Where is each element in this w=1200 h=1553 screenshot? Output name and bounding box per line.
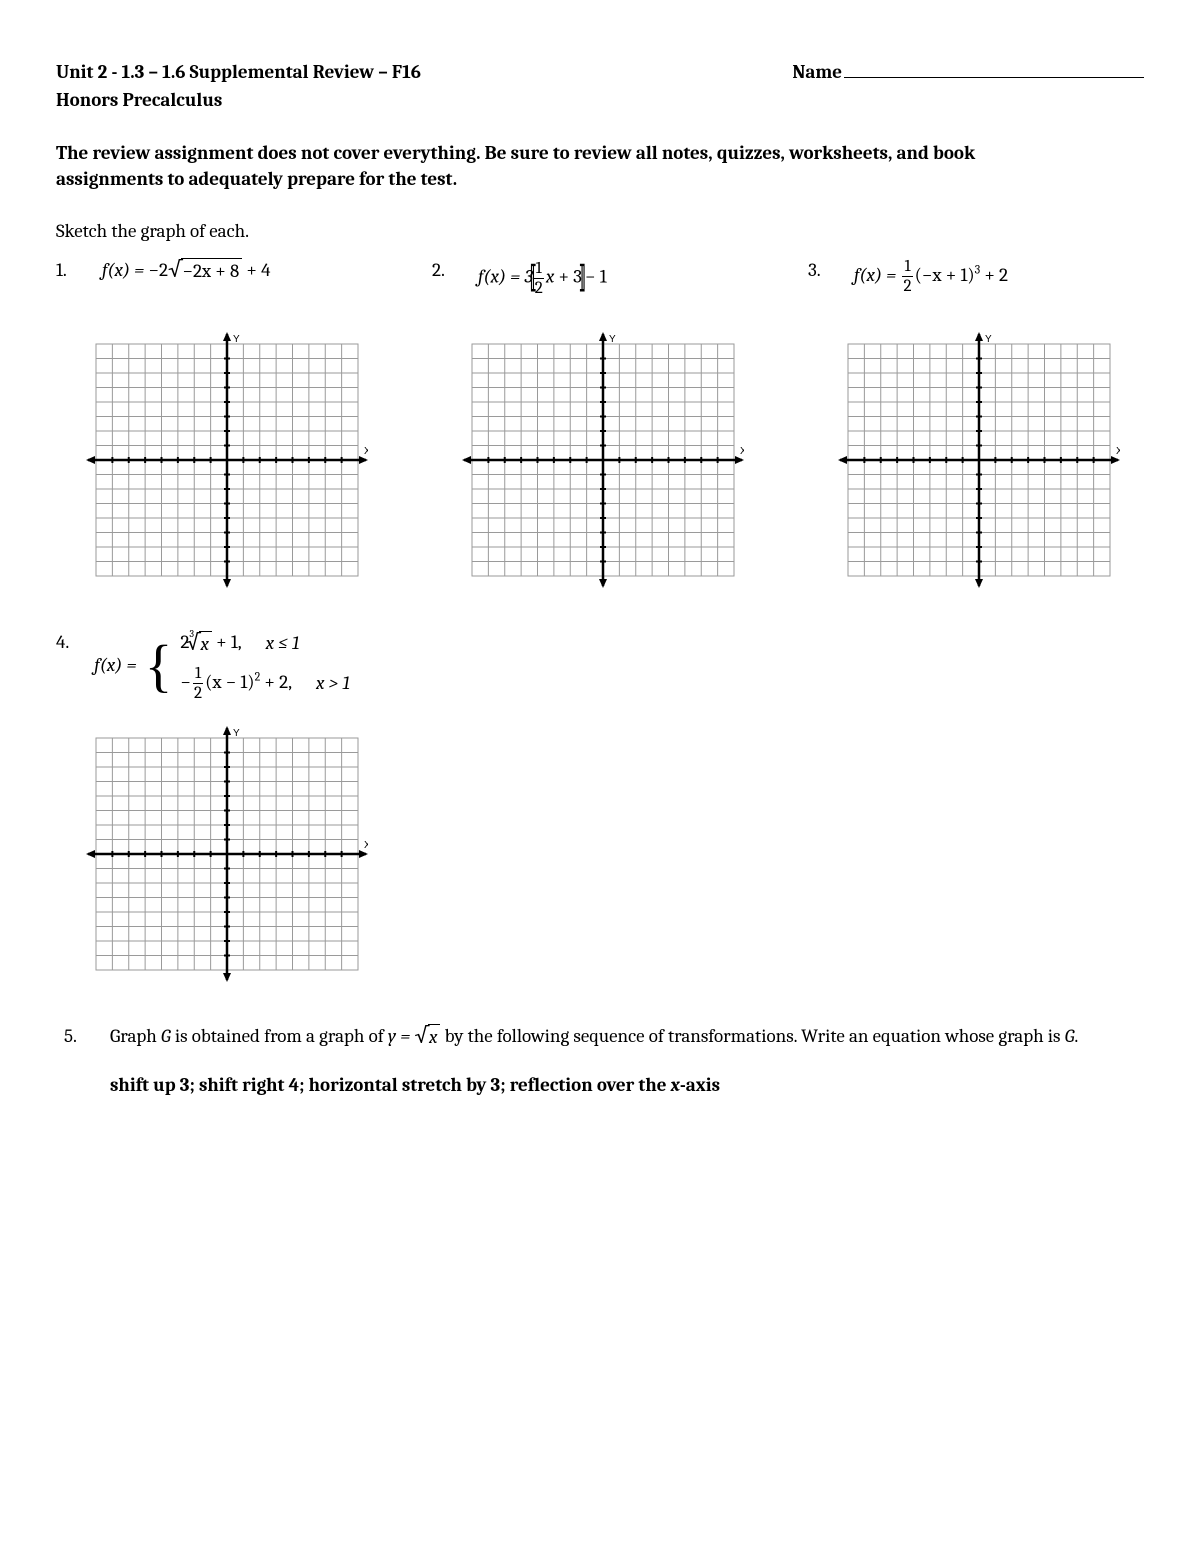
problem-number: 1. — [56, 258, 84, 284]
name-label: Name — [792, 60, 842, 86]
problem-number: 4. — [56, 630, 76, 656]
svg-text:Y: Y — [233, 728, 240, 739]
svg-text:Y: Y — [233, 334, 240, 345]
problem-5: 5. Graph G is obtained from a graph of y… — [56, 1024, 1144, 1099]
worksheet-subtitle: Honors Precalculus — [56, 88, 1144, 114]
problem-1-equation: f(x) = −2√−2x + 8 + 4 — [102, 258, 270, 285]
problem-number: 5. — [64, 1024, 92, 1099]
svg-text:X: X — [364, 840, 368, 851]
svg-text:X: X — [1116, 446, 1120, 457]
problem-4-equation: f(x) = { 23√x + 1, x ≤ 1 −12(x − 1)2 + 2… — [94, 630, 376, 702]
problem-1: 1. f(x) = −2√−2x + 8 + 4 XY — [56, 258, 376, 588]
problem-3: 3. f(x) = 12(−x + 1)3 + 2 XY — [808, 258, 1128, 588]
problem-row-1: 1. f(x) = −2√−2x + 8 + 4 XY 2. f(x) = 3⟦… — [56, 258, 1144, 588]
problem-3-header: 3. f(x) = 12(−x + 1)3 + 2 — [808, 258, 1128, 322]
problem-2-equation: f(x) = 3⟦12x + 3⟧ − 1 — [478, 258, 607, 299]
svg-text:X: X — [364, 446, 368, 457]
graph-grid-4[interactable]: XY — [78, 722, 368, 982]
problem-4-header: 4. f(x) = { 23√x + 1, x ≤ 1 −12(x − 1)2 … — [56, 630, 376, 716]
problem-3-equation: f(x) = 12(−x + 1)3 + 2 — [854, 258, 1008, 295]
svg-text:X: X — [740, 446, 744, 457]
problem-2: 2. f(x) = 3⟦12x + 3⟧ − 1 XY — [432, 258, 752, 588]
graph-grid-1[interactable]: XY — [78, 328, 368, 588]
problem-number: 2. — [432, 258, 460, 284]
problem-5-body: Graph G is obtained from a graph of y = … — [110, 1024, 1078, 1099]
name-blank-line[interactable] — [844, 60, 1144, 78]
worksheet-title: Unit 2 - 1.3 – 1.6 Supplemental Review –… — [56, 60, 421, 86]
problem-row-2: 4. f(x) = { 23√x + 1, x ≤ 1 −12(x − 1)2 … — [56, 630, 1144, 982]
problem-5-text: Graph G is obtained from a graph of y = … — [110, 1024, 1078, 1051]
graph-grid-3[interactable]: XY — [830, 328, 1120, 588]
problem-4: 4. f(x) = { 23√x + 1, x ≤ 1 −12(x − 1)2 … — [56, 630, 376, 982]
problem-5-transformations: shift up 3; shift right 4; horizontal st… — [110, 1073, 1078, 1099]
problem-1-header: 1. f(x) = −2√−2x + 8 + 4 — [56, 258, 376, 322]
graph-grid-2[interactable]: XY — [454, 328, 744, 588]
svg-text:Y: Y — [985, 334, 992, 345]
problem-2-header: 2. f(x) = 3⟦12x + 3⟧ − 1 — [432, 258, 752, 322]
sketch-instruction: Sketch the graph of each. — [56, 219, 1144, 245]
worksheet-header: Unit 2 - 1.3 – 1.6 Supplemental Review –… — [56, 60, 1144, 86]
intro-text: The review assignment does not cover eve… — [56, 141, 1056, 192]
name-field: Name — [792, 60, 1144, 86]
problem-number: 3. — [808, 258, 836, 284]
svg-text:Y: Y — [609, 334, 616, 345]
